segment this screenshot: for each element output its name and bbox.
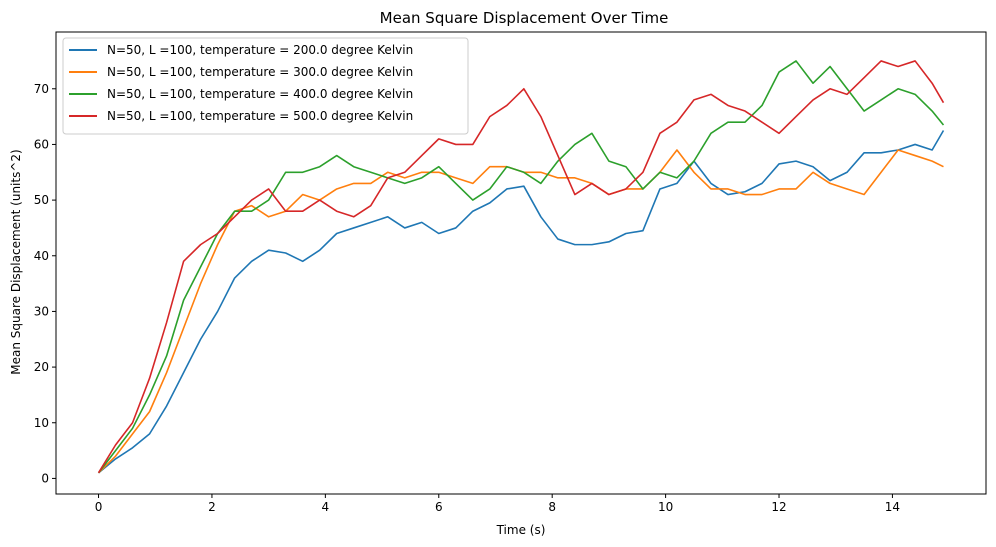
y-tick-label: 70 [34,82,49,96]
x-tick-label: 0 [95,500,103,514]
legend-box [62,37,469,135]
x-tick-label: 8 [548,500,556,514]
y-tick-label: 40 [34,249,49,263]
plot-area: 0 2 4 6 8 10 12 14 0 10 20 30 40 50 60 70 [34,31,987,514]
y-tick-label: 60 [34,137,49,151]
y-tick-label: 20 [34,360,49,374]
y-axis-ticks: 0 10 20 30 40 50 60 70 [34,82,56,485]
legend: N=50, L =100, temperature = 200.0 degree… [62,37,469,135]
legend-label-4: N=50, L =100, temperature = 500.0 degree… [107,109,413,123]
x-tick-label: 6 [435,500,443,514]
x-axis-ticks: 0 2 4 6 8 10 12 14 [95,494,900,514]
y-tick-label: 50 [34,193,49,207]
y-tick-label: 10 [34,416,49,430]
y-tick-label: 30 [34,304,49,318]
x-tick-label: 2 [208,500,216,514]
chart-title: Mean Square Displacement Over Time [380,9,669,27]
y-tick-label: 0 [41,471,49,485]
legend-label-3: N=50, L =100, temperature = 400.0 degree… [107,87,413,101]
y-axis-label: Mean Square Displacement (units^2) [9,149,23,374]
x-tick-label: 12 [771,500,786,514]
series-line-1 [98,130,945,474]
series-lines [97,60,945,474]
plot-frame [55,31,987,495]
legend-label-2: N=50, L =100, temperature = 300.0 degree… [107,65,413,79]
legend-label-1: N=50, L =100, temperature = 200.0 degree… [107,43,413,57]
x-tick-label: 4 [322,500,330,514]
series-line-4 [97,60,945,474]
x-axis-label: Time (s) [496,523,546,537]
x-tick-label: 10 [658,500,673,514]
x-tick-label: 14 [885,500,900,514]
